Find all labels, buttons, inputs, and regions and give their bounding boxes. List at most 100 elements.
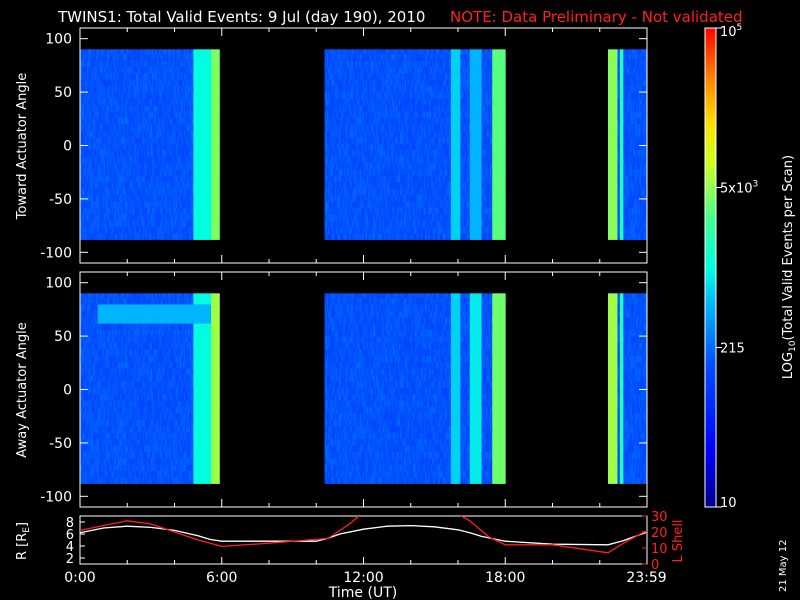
heatmap-cell: [80, 130, 82, 138]
heatmap-cell: [376, 226, 379, 234]
heatmap-cell: [98, 104, 101, 112]
heatmap-cell: [154, 49, 156, 55]
heatmap-cell: [162, 66, 165, 74]
heatmap-cell: [376, 194, 379, 202]
heatmap-cell: [108, 72, 110, 80]
heatmap-cell: [129, 53, 132, 61]
heatmap-cell: [82, 194, 84, 202]
heatmap-cell: [181, 98, 184, 106]
heatmap-cell: [124, 79, 127, 87]
heatmap-cell: [185, 175, 187, 183]
heatmap-cell: [170, 207, 173, 215]
heatmap-cell: [207, 194, 210, 202]
heatmap-cell: [149, 66, 152, 74]
heatmap-cell: [122, 130, 125, 138]
heatmap-cell: [131, 79, 134, 87]
heatmap-cell: [215, 162, 218, 170]
heatmap-cell: [371, 201, 374, 208]
heatmap-cell: [330, 92, 333, 99]
heatmap-cell: [146, 162, 148, 170]
heatmap-cell: [359, 53, 362, 61]
heatmap-cell: [212, 149, 214, 157]
heatmap-cell: [377, 156, 380, 163]
heatmap-cell: [181, 169, 184, 176]
heatmap-cell: [136, 85, 139, 93]
heatmap-cell: [185, 220, 187, 228]
heatmap-cell: [183, 156, 186, 163]
heatmap-cell: [370, 72, 373, 80]
heatmap-cell: [191, 175, 193, 183]
heatmap-cell: [354, 181, 356, 189]
chart-title: TWINS1: Total Valid Events: 9 Jul (day 1…: [57, 8, 425, 26]
heatmap-cell: [337, 117, 340, 125]
heatmap-cell: [110, 136, 113, 144]
heatmap-cell: [163, 226, 166, 234]
heatmap-cell: [124, 98, 127, 106]
heatmap-cell: [376, 117, 379, 125]
heatmap-cell: [359, 85, 362, 93]
heatmap-cell: [198, 92, 200, 99]
heatmap-cell: [376, 72, 379, 80]
heatmap-cell: [161, 111, 164, 119]
heatmap-cell: [354, 130, 356, 138]
heatmap-cell: [350, 66, 353, 74]
heatmap-cell: [114, 49, 116, 55]
heatmap-cell: [104, 49, 107, 55]
heatmap-cell: [201, 79, 204, 87]
heatmap-cell: [149, 60, 152, 67]
heatmap-cell: [102, 85, 105, 93]
heatmap-cell: [339, 169, 342, 176]
heatmap-cell: [122, 85, 125, 93]
heatmap-cell: [167, 98, 169, 106]
heatmap-cell: [88, 175, 90, 183]
heatmap-cell: [205, 79, 207, 87]
heatmap-cell: [168, 213, 171, 221]
heatmap-cell: [159, 169, 161, 176]
heatmap-cell: [333, 169, 336, 176]
heatmap-cell: [215, 220, 218, 228]
heatmap-cell: [187, 220, 190, 228]
heatmap-cell: [82, 181, 84, 189]
heatmap-cell: [205, 98, 207, 106]
heatmap-cell: [141, 66, 143, 74]
heatmap-cell: [101, 60, 103, 67]
heatmap-cell: [148, 233, 151, 240]
heatmap-cell: [103, 85, 106, 93]
heatmap-cell: [355, 66, 357, 74]
heatmap-cell: [120, 149, 122, 157]
heatmap-cell: [363, 117, 366, 125]
heatmap-cell: [96, 156, 99, 163]
heatmap-cell: [337, 53, 340, 61]
heatmap-cell: [116, 162, 119, 170]
heatmap-cell: [179, 104, 181, 112]
heatmap-cell: [188, 79, 191, 87]
heatmap-cell: [345, 149, 348, 157]
heatmap-cell: [178, 98, 180, 106]
heatmap-cell: [346, 169, 349, 176]
heatmap-cell: [83, 79, 86, 87]
heatmap-cell: [105, 188, 108, 196]
heatmap-cell: [104, 136, 107, 144]
heatmap-cell: [92, 111, 95, 119]
heatmap-cell: [376, 207, 379, 215]
heatmap-cell: [372, 162, 375, 170]
heatmap-cell: [192, 188, 194, 196]
heatmap-cell: [338, 136, 341, 144]
heatmap-cell: [104, 175, 107, 183]
heatmap-cell: [338, 156, 341, 163]
heatmap-cell: [377, 201, 380, 208]
heatmap-cell: [372, 117, 375, 125]
heatmap-cell: [109, 66, 112, 74]
heatmap-cell: [349, 181, 351, 189]
heatmap-cell: [186, 156, 188, 163]
heatmap-cell: [201, 49, 204, 55]
heatmap-cell: [108, 60, 110, 67]
heatmap-cell: [350, 169, 353, 176]
heatmap-cell: [199, 220, 201, 228]
heatmap-cell: [345, 117, 348, 125]
heatmap-cell: [124, 156, 127, 163]
heatmap-cell: [137, 49, 140, 55]
heatmap-cell: [351, 188, 354, 196]
heatmap-cell: [168, 233, 171, 240]
